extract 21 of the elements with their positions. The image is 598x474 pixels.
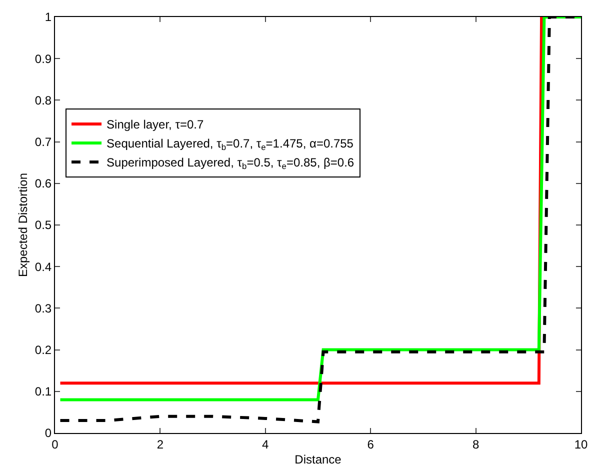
y-tick-label: 0.1 <box>34 384 52 399</box>
y-tick-label: 0.7 <box>34 135 52 149</box>
x-tick-label: 6 <box>367 437 374 452</box>
legend-label: Single layer, τ=0.7 <box>106 118 204 132</box>
y-axis-title: Expected Distortion <box>16 172 30 278</box>
y-tick-label: 0.2 <box>34 343 52 357</box>
y-tick-label: 0.4 <box>34 260 52 274</box>
x-tick-label: 2 <box>156 437 164 452</box>
y-tick-label: 0.3 <box>34 301 52 316</box>
x-axis-title: Distance <box>294 452 342 466</box>
x-tick-label: 4 <box>262 437 270 452</box>
legend-label: Sequential Layered, τ$_{b}$=0.7, τ$_{e}$=1.475, α=0.755 <box>106 136 354 152</box>
legend-label: Superimposed Layered, τ$_{b}$=0.5, τ$_{e}$=0.85, β=0.6 <box>106 156 354 172</box>
y-tick-label: 0.9 <box>34 52 52 66</box>
x-tick-label: 8 <box>472 437 480 452</box>
y-tick-label: 1 <box>44 10 52 24</box>
y-tick-label: 0.5 <box>34 218 52 232</box>
x-tick-label: 10 <box>574 437 588 452</box>
y-tick-label: 0.6 <box>34 176 52 191</box>
y-tick-label: 0 <box>44 426 52 440</box>
y-tick-label: 0.8 <box>34 93 52 108</box>
